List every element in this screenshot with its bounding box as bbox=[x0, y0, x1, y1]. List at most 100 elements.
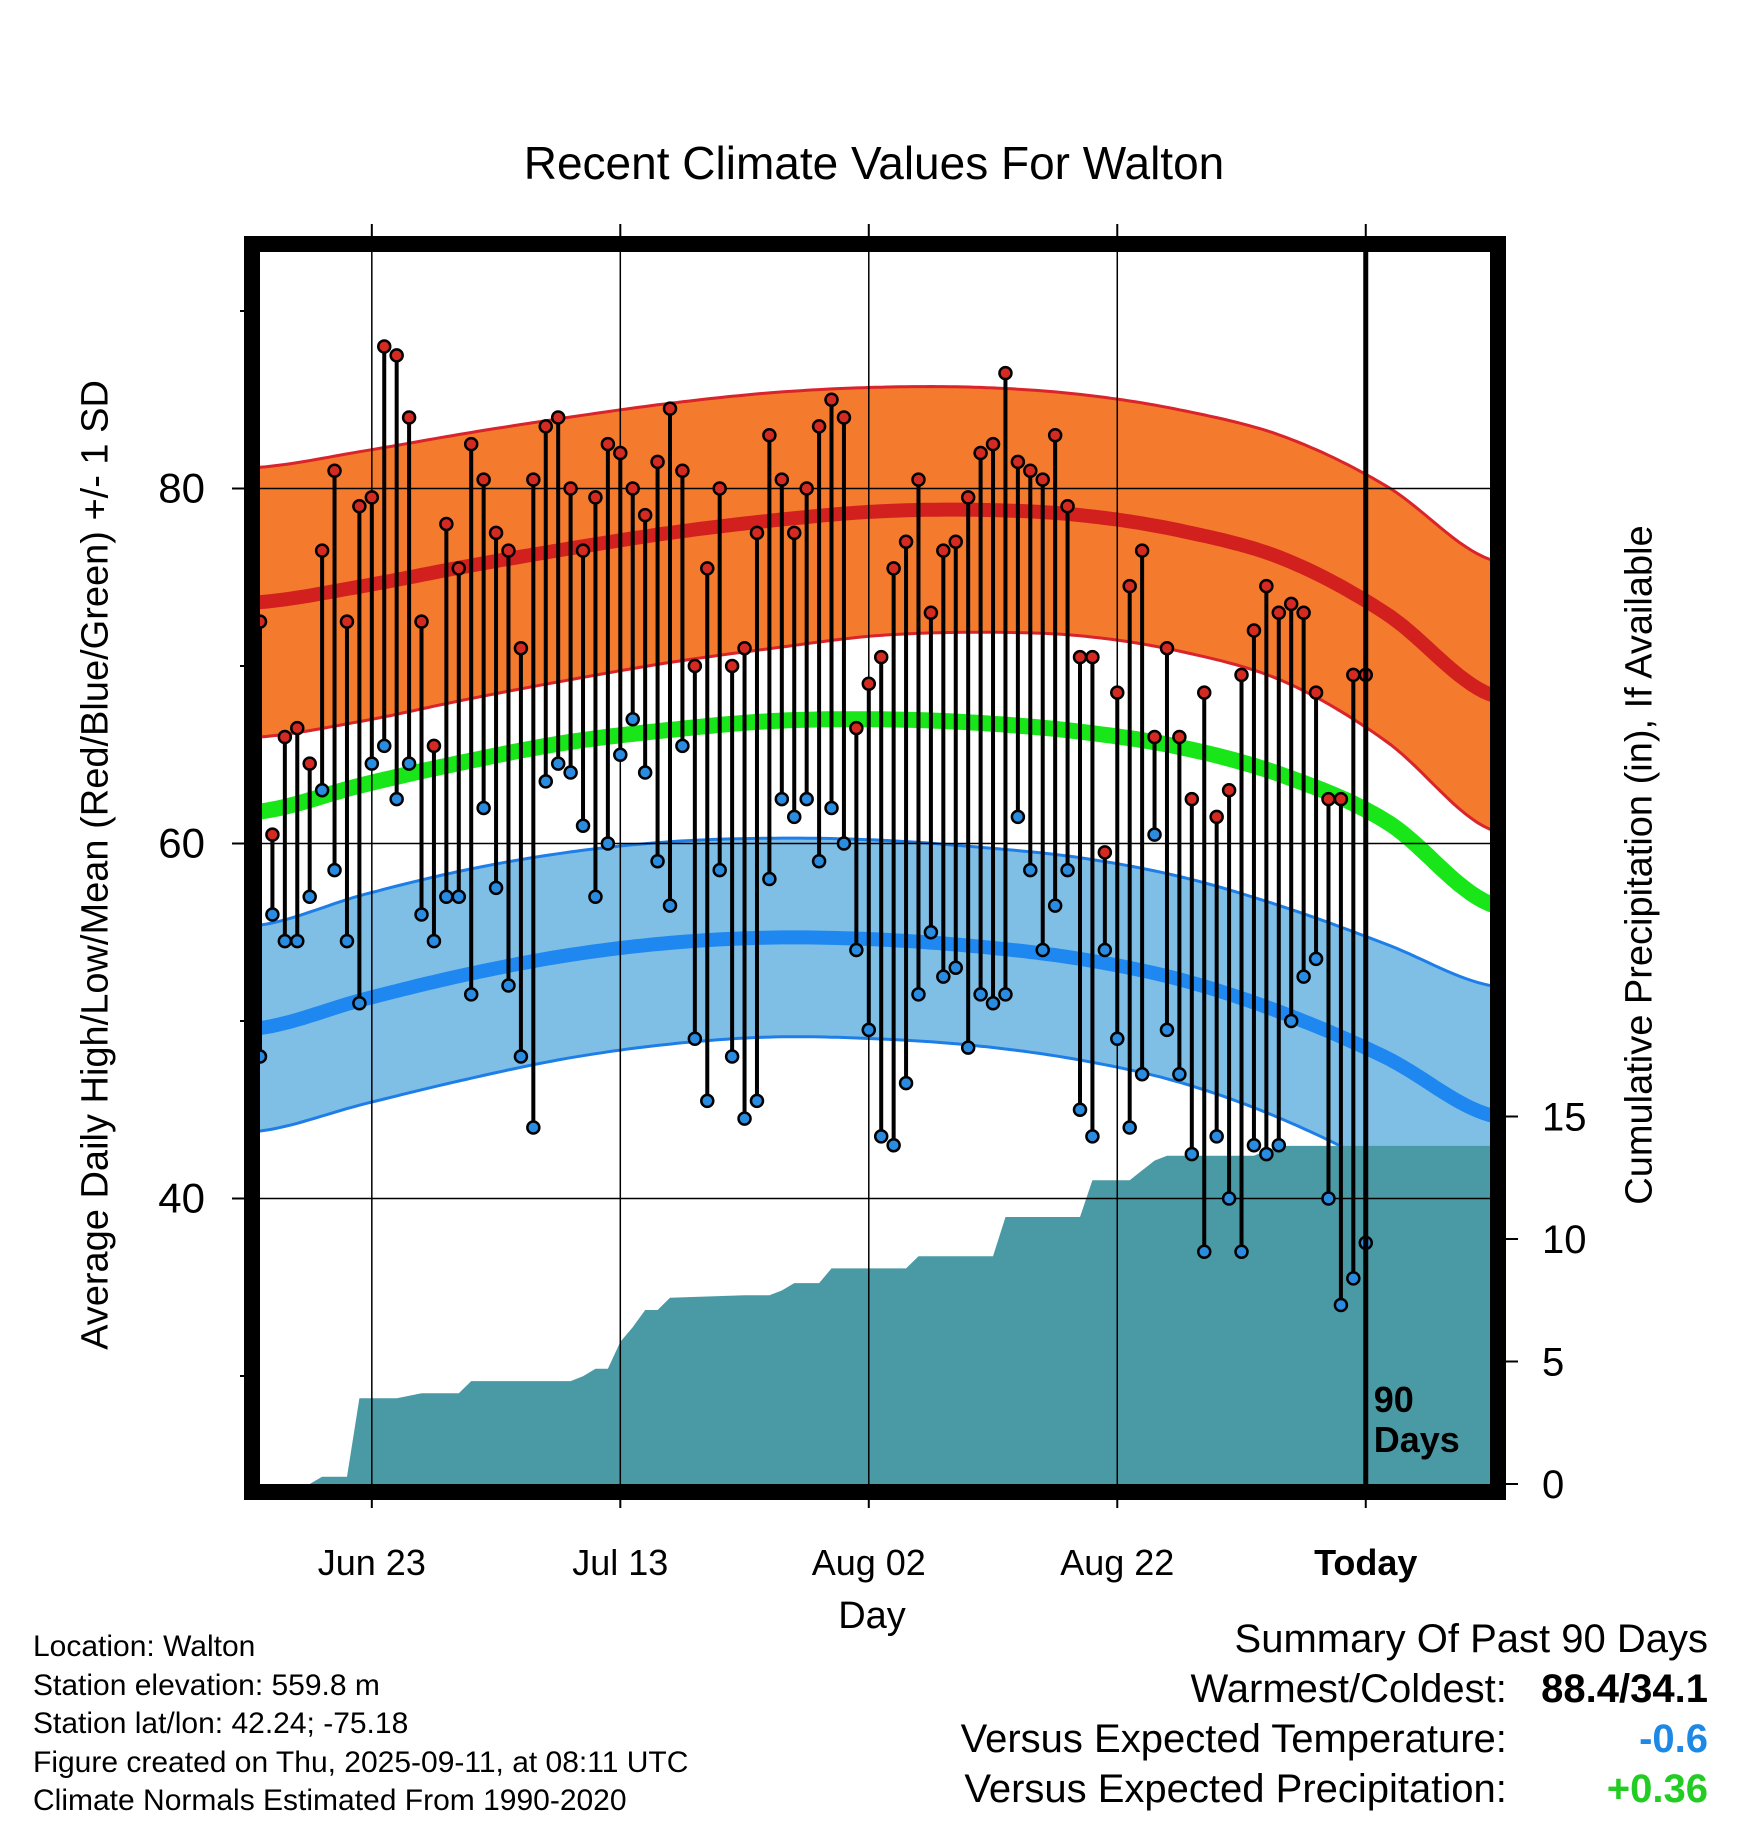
daily-low-point bbox=[1047, 898, 1063, 913]
normal-high-lower-edge bbox=[260, 630, 1490, 831]
daily-high-point bbox=[1072, 649, 1088, 665]
y-right-tick-label: 0 bbox=[1542, 1463, 1564, 1507]
daily-low-point bbox=[376, 738, 392, 754]
daily-high-point bbox=[762, 428, 777, 443]
daily-low-point bbox=[538, 774, 554, 789]
daily-low-point bbox=[451, 889, 467, 904]
daily-low-point bbox=[948, 960, 964, 975]
x-tick-label: Jun 23 bbox=[318, 1542, 426, 1583]
daily-low-point bbox=[501, 978, 516, 993]
daily-low-point bbox=[1333, 1297, 1349, 1313]
daily-high-point bbox=[501, 543, 516, 558]
y-right-tick-label: 15 bbox=[1542, 1096, 1587, 1140]
y-left-tick-label: 40 bbox=[158, 1175, 205, 1222]
daily-high-point bbox=[836, 410, 852, 425]
daily-high-point bbox=[352, 499, 367, 514]
daily-low-point bbox=[1172, 1067, 1187, 1082]
daily-high-point bbox=[1333, 791, 1349, 807]
daily-low-point bbox=[1122, 1120, 1137, 1135]
daily-low-point bbox=[1271, 1138, 1287, 1153]
daily-low-point bbox=[936, 969, 951, 984]
daily-low-point bbox=[637, 765, 653, 780]
daily-high-point bbox=[960, 490, 976, 505]
daily-low-point bbox=[513, 1049, 529, 1064]
daily-low-point bbox=[1259, 1146, 1274, 1162]
daily-high-point bbox=[314, 543, 330, 558]
daily-low-point bbox=[849, 942, 864, 958]
daily-low-point bbox=[1085, 1129, 1100, 1144]
daily-high-point bbox=[998, 365, 1013, 381]
daily-low-point bbox=[724, 1049, 740, 1064]
chart-title: Recent Climate Values For Walton bbox=[523, 137, 1225, 189]
x-axis-label: Day bbox=[838, 1595, 906, 1637]
daily-low-point bbox=[861, 1022, 877, 1038]
daily-high-point bbox=[1097, 845, 1113, 860]
temp-row: Versus Expected Temperature: -0.6 bbox=[961, 1714, 1708, 1764]
daily-high-point bbox=[1159, 641, 1175, 656]
latlon-text: Station lat/lon: 42.24; -75.18 bbox=[33, 1707, 409, 1740]
daily-low-point bbox=[1209, 1129, 1224, 1144]
daily-high-point bbox=[451, 561, 467, 576]
daily-low-point bbox=[700, 1093, 715, 1109]
daily-high-point bbox=[575, 543, 591, 558]
daily-low-point bbox=[737, 1111, 752, 1126]
daily-high-point bbox=[1047, 428, 1063, 443]
daily-low-point bbox=[600, 836, 616, 851]
normal-mean-line bbox=[260, 711, 1490, 913]
daily-low-point bbox=[1246, 1138, 1262, 1153]
daily-high-point bbox=[339, 614, 355, 629]
daily-high-point bbox=[973, 445, 988, 461]
period-label-line: Days bbox=[1374, 1419, 1460, 1460]
daily-high-point bbox=[948, 534, 964, 549]
location-text: Location: Walton bbox=[33, 1630, 256, 1663]
daily-high-point bbox=[277, 729, 293, 745]
daily-low-point bbox=[526, 1120, 541, 1135]
y-axis-left: 40 60 80 bbox=[158, 310, 252, 1377]
daily-low-point bbox=[1134, 1067, 1150, 1082]
daily-low-point bbox=[1072, 1102, 1088, 1117]
daily-low-point bbox=[749, 1093, 765, 1109]
daily-high-point bbox=[700, 561, 715, 576]
daily-high-point bbox=[414, 614, 429, 629]
daily-high-point bbox=[675, 463, 690, 478]
daily-high-point bbox=[1085, 649, 1100, 665]
daily-high-point bbox=[799, 481, 814, 496]
daily-high-point bbox=[600, 436, 616, 452]
daily-high-point bbox=[401, 410, 417, 425]
daily-low-point bbox=[799, 791, 814, 807]
daily-low-point bbox=[811, 854, 827, 869]
daily-high-point bbox=[1035, 472, 1050, 487]
daily-high-point bbox=[563, 481, 578, 496]
daily-low-point bbox=[1159, 1022, 1175, 1038]
daily-low-point bbox=[985, 996, 1001, 1011]
daily-high-point bbox=[265, 827, 280, 842]
precip-label: Versus Expected Precipitation: bbox=[964, 1767, 1507, 1811]
daily-high-point bbox=[376, 339, 392, 354]
daily-high-point bbox=[327, 463, 342, 478]
x-tick-label: Aug 02 bbox=[812, 1542, 926, 1583]
daily-low-point bbox=[439, 889, 454, 904]
daily-high-point bbox=[712, 481, 727, 496]
temp-value: -0.6 bbox=[1639, 1717, 1708, 1761]
daily-low-point bbox=[662, 898, 678, 913]
daily-high-point bbox=[849, 720, 864, 736]
daily-high-point bbox=[1259, 578, 1274, 594]
daily-high-point bbox=[1147, 729, 1162, 745]
daily-low-point bbox=[625, 712, 640, 727]
daily-high-point bbox=[1346, 667, 1361, 683]
daily-high-point bbox=[1308, 685, 1324, 700]
daily-high-point bbox=[1246, 623, 1262, 638]
daily-high-point bbox=[260, 614, 268, 629]
daily-high-point bbox=[302, 756, 317, 771]
daily-observations bbox=[260, 339, 1374, 1313]
warm-cold-value: 88.4/34.1 bbox=[1541, 1667, 1708, 1711]
daily-high-point bbox=[662, 401, 678, 416]
daily-low-point bbox=[1196, 1244, 1212, 1259]
daily-high-point bbox=[774, 472, 790, 487]
daily-low-point bbox=[675, 738, 690, 754]
daily-high-point bbox=[1283, 596, 1299, 612]
y-left-tick-label: 80 bbox=[158, 465, 205, 512]
station-info: Location: Walton Station elevation: 559.… bbox=[33, 1628, 688, 1821]
daily-low-point bbox=[650, 854, 665, 869]
daily-low-point bbox=[1060, 862, 1075, 878]
